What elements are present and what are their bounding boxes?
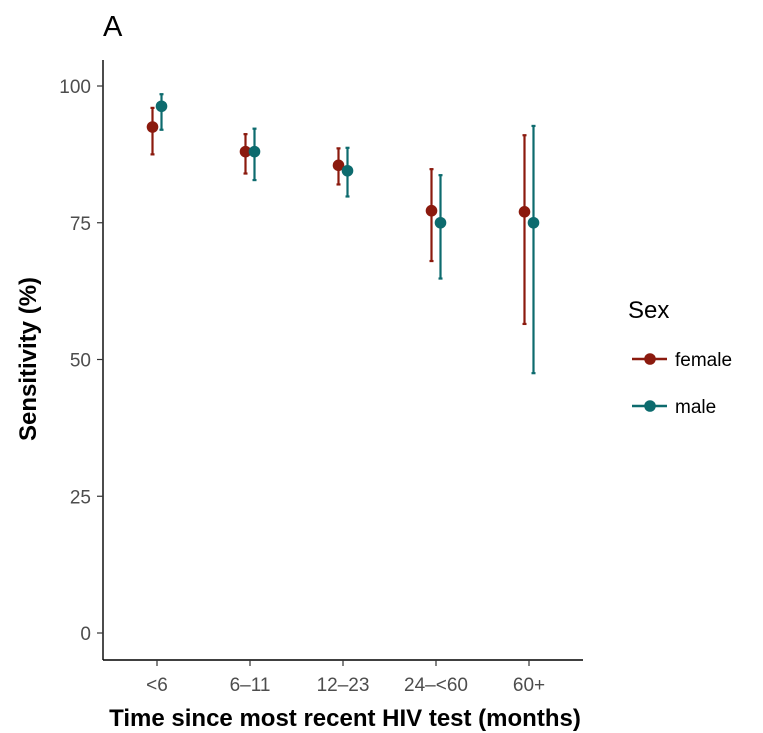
x-axis-title: Time since most recent HIV test (months) [109, 705, 581, 732]
x-tick-label: <6 [146, 675, 168, 696]
series-female [146, 106, 531, 326]
data-point [341, 164, 354, 177]
legend-label: female [675, 350, 732, 371]
data-point [518, 206, 531, 218]
data-point [332, 159, 345, 172]
panel-tag: A [103, 11, 123, 43]
x-axis: <6 6–11 12–23 24–<60 60+ [103, 659, 583, 696]
legend-key-point [644, 400, 656, 412]
x-tick-label: 6–11 [230, 675, 271, 696]
y-tick-label: 75 [70, 214, 91, 235]
data-point [248, 145, 261, 158]
legend-key-point [644, 353, 656, 365]
data-point [239, 145, 252, 158]
y-tick-label: 0 [80, 624, 91, 645]
data-marks [146, 93, 540, 375]
data-point [527, 216, 540, 229]
x-tick-label: 60+ [513, 675, 545, 696]
x-tick-label: 24–<60 [404, 675, 468, 696]
legend-item-male: male [632, 397, 716, 418]
y-tick-label: 100 [59, 77, 91, 98]
data-point [146, 121, 159, 133]
data-point [425, 204, 438, 217]
legend-label: male [675, 397, 716, 418]
y-axis: 0 25 50 75 100 [59, 60, 104, 660]
y-axis-title: Sensitivity (%) [15, 277, 42, 441]
data-point [434, 216, 447, 229]
y-tick-label: 25 [70, 487, 91, 508]
x-tick-label: 12–23 [317, 675, 370, 696]
data-point [155, 100, 168, 113]
series-male [155, 93, 540, 375]
legend-title: Sex [628, 297, 669, 324]
legend-item-female: female [632, 350, 732, 371]
legend: Sex female male [628, 297, 732, 418]
y-tick-label: 50 [70, 351, 91, 372]
